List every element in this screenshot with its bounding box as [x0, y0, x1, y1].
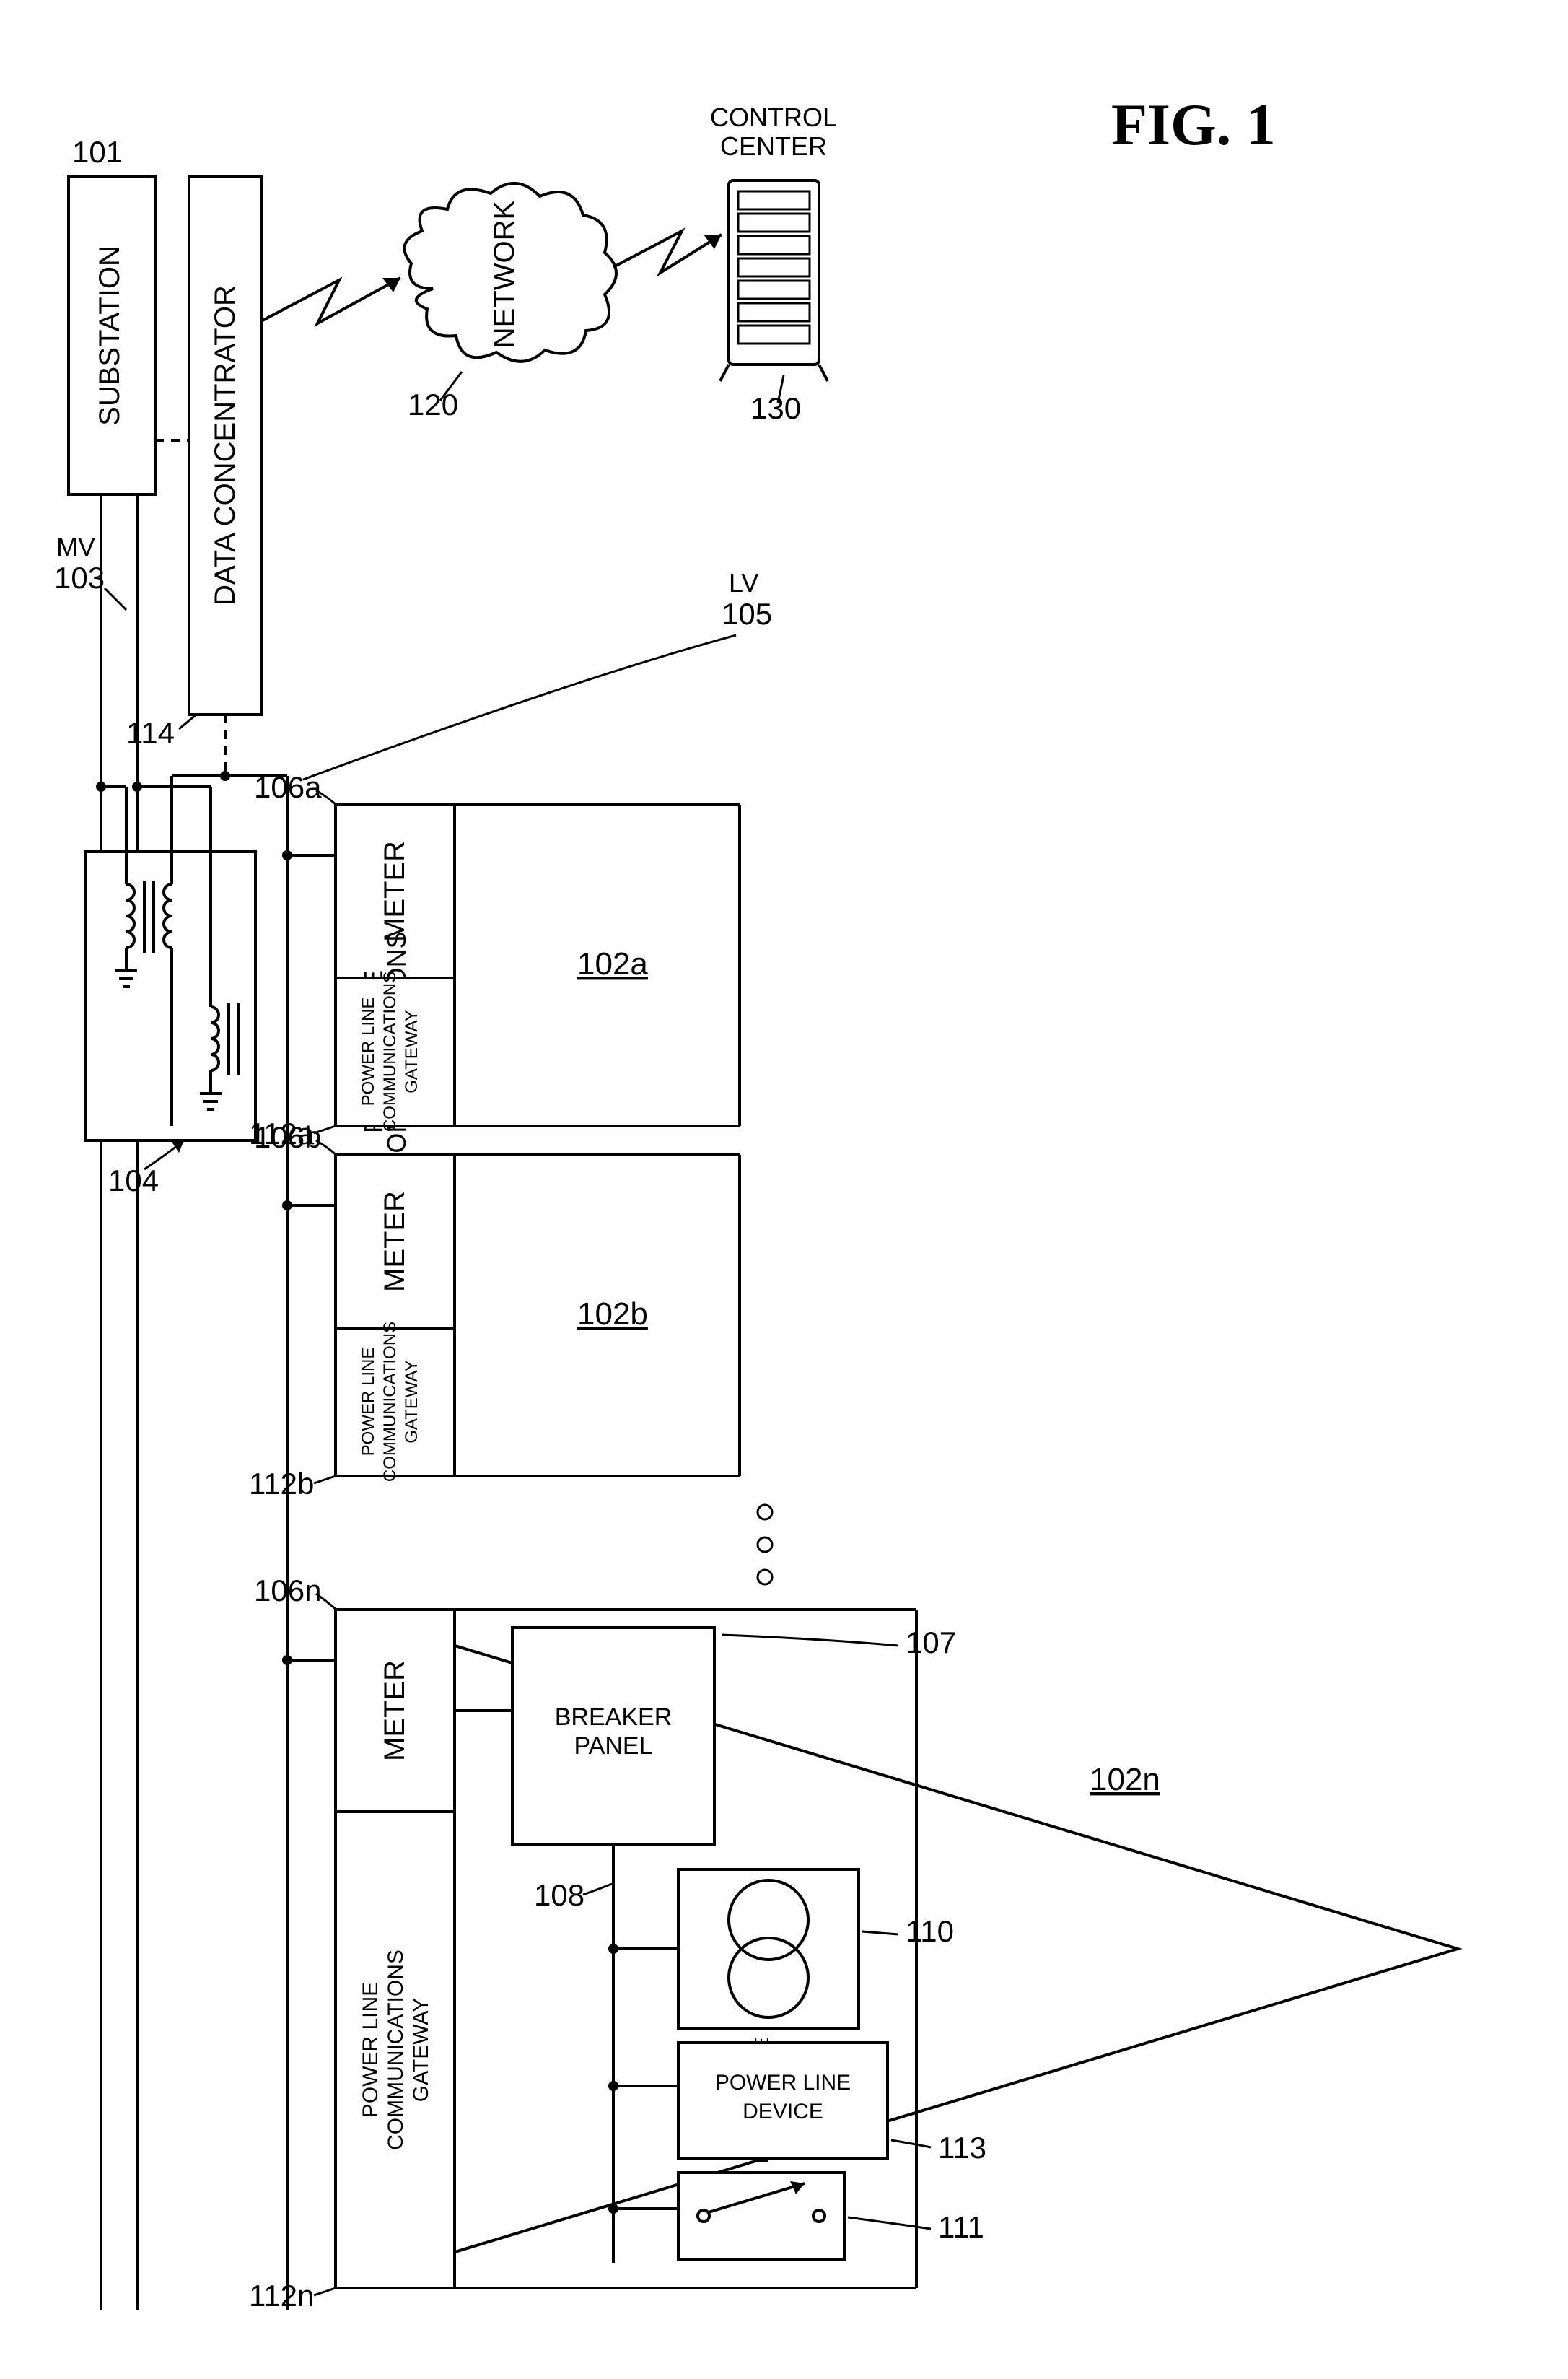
svg-text:COMMUNICATIONS: COMMUNICATIONS [384, 1950, 408, 2150]
svg-text:102b: 102b [577, 1296, 648, 1332]
svg-text:COMMUNICATIONS: COMMUNICATIONS [380, 1322, 400, 1482]
house-n: METER 106n POWER LINE COMMUNICATIONS GAT… [249, 1573, 1458, 2313]
svg-text:108: 108 [534, 1878, 584, 1912]
lv-ref: 105 [722, 597, 772, 631]
network-label: NETWORK [489, 200, 520, 348]
data-concentrator-ref: 114 [126, 716, 175, 750]
svg-text:METER: METER [379, 841, 411, 942]
svg-text:METER: METER [379, 1660, 411, 1761]
figure-title: FIG. 1 [1111, 92, 1276, 157]
svg-text:PANEL: PANEL [574, 1732, 653, 1760]
control-ref: 130 [750, 391, 801, 425]
svg-text:106n: 106n [254, 1573, 321, 1607]
svg-text:112n: 112n [249, 2279, 314, 2313]
svg-text:113: 113 [938, 2131, 986, 2165]
mv-ref: 103 [54, 561, 105, 595]
svg-text:BREAKER: BREAKER [555, 1703, 673, 1731]
svg-text:COMMUNICATIONS: COMMUNICATIONS [380, 972, 400, 1132]
svg-text:102a: 102a [577, 946, 648, 982]
mv-leader [105, 588, 126, 610]
svg-text:POWER LINE: POWER LINE [359, 998, 378, 1106]
substation-label: SUBSTATION [94, 245, 126, 426]
svg-text:102n: 102n [1090, 1762, 1160, 1797]
svg-text:POWER LINE: POWER LINE [359, 1348, 378, 1457]
dc-leader [179, 715, 196, 729]
data-concentrator-label: DATA CONCENTRATOR [209, 285, 241, 606]
svg-text:106a: 106a [254, 770, 322, 804]
svg-text:POWER LINE: POWER LINE [359, 1982, 382, 2118]
svg-text:GATEWAY: GATEWAY [409, 1998, 433, 2102]
svg-text:110: 110 [906, 1914, 954, 1948]
house-a: METER 106a POWER LINE COMMUNICATIONS GAT… [254, 770, 740, 1172]
network-ref: 120 [408, 388, 458, 422]
mv-label: MV [56, 532, 95, 562]
svg-text:111: 111 [938, 2210, 984, 2244]
figure-svg: .bx { fill:#fff; stroke:#000; stroke-wid… [0, 0, 1568, 2379]
server-icon [729, 180, 819, 365]
transformer-ref: 104 [108, 1164, 159, 1197]
svg-text:POWER LINE: POWER LINE [715, 2071, 851, 2095]
svg-text:GATEWAY: GATEWAY [402, 1360, 421, 1444]
svg-text:DEVICE: DEVICE [743, 2100, 823, 2123]
svg-text:107: 107 [906, 1625, 956, 1659]
lv-label: LV [729, 568, 758, 598]
svg-text:METER: METER [379, 1191, 411, 1292]
svg-text:112b: 112b [249, 1467, 314, 1501]
control-label-2: CENTER [720, 131, 827, 161]
switch [678, 2173, 844, 2259]
appliance [678, 1869, 859, 2028]
substation-ref: 101 [72, 135, 123, 169]
house-b: METER 106b [254, 1120, 740, 1476]
control-label-1: CONTROL [710, 102, 837, 132]
svg-text:GATEWAY: GATEWAY [402, 1010, 421, 1094]
svg-text:106b: 106b [254, 1120, 321, 1154]
